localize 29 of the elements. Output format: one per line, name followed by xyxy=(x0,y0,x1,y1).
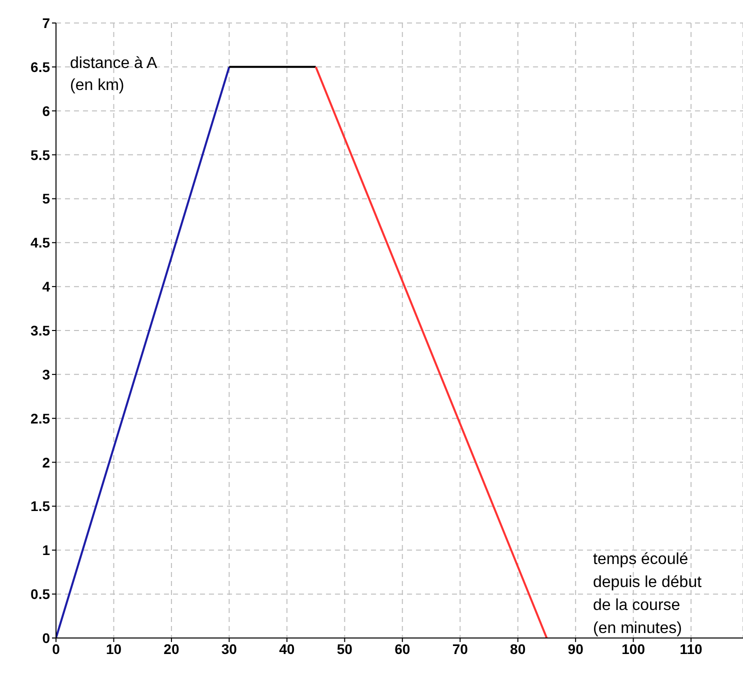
y-axis-title: distance à A (en km) xyxy=(70,54,158,96)
y-tick-label: 1 xyxy=(42,542,50,558)
y-tick-label: 0.5 xyxy=(30,586,50,602)
y-tick-label: 2 xyxy=(42,454,50,470)
x-tick-label: 90 xyxy=(568,640,584,657)
y-tick-label: 7 xyxy=(42,14,50,31)
x-tick-label: 20 xyxy=(164,640,180,657)
x-tick-label: 50 xyxy=(336,640,353,657)
y-tick-label: 3.5 xyxy=(30,322,50,338)
y-tick-label: 1.5 xyxy=(30,498,50,514)
y-tick-label: 6.5 xyxy=(30,58,50,75)
y-tick-label: 5.5 xyxy=(30,146,50,163)
x-tick-label: 100 xyxy=(622,640,646,657)
x-axis-title: temps écoulé depuis le début de la course (en minutes) xyxy=(593,550,702,639)
y-tick-label: 6 xyxy=(42,102,50,119)
y-tick-label: 4.5 xyxy=(30,234,50,251)
x-tick-label: 0 xyxy=(52,640,60,657)
x-tick-label: 40 xyxy=(279,640,295,657)
y-tick-label: 2.5 xyxy=(30,410,50,426)
x-tick-label: 80 xyxy=(510,640,526,657)
x-tick-label: 10 xyxy=(106,640,122,657)
y-tick-label: 3 xyxy=(42,366,50,382)
y-tick-label: 4 xyxy=(42,278,50,295)
y-tick-label: 5 xyxy=(42,190,50,207)
y-tick-label: 0 xyxy=(42,630,50,646)
x-tick-label: 60 xyxy=(394,640,410,657)
x-tick-label: 30 xyxy=(221,640,238,657)
x-tick-label: 70 xyxy=(452,640,468,657)
x-tick-label: 110 xyxy=(680,640,703,657)
